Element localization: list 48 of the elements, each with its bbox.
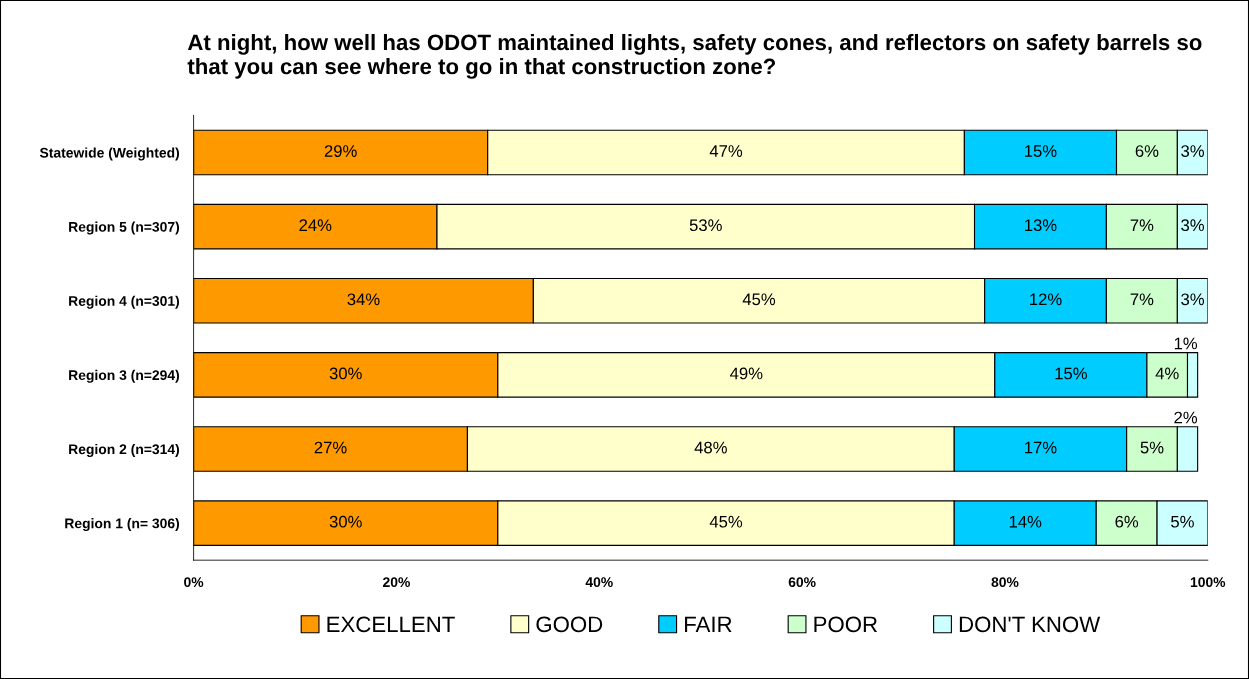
data-label: 3%: [1181, 293, 1205, 306]
data-label: 48%: [694, 441, 727, 454]
data-label: 30%: [329, 515, 362, 528]
data-label: 13%: [1025, 219, 1057, 232]
legend-label: POOR: [814, 616, 878, 633]
y-tick-label: Region 2 (n=314): [69, 443, 180, 457]
data-label: 27%: [314, 441, 347, 454]
data-label: 49%: [730, 367, 763, 380]
data-label: 4%: [1155, 367, 1179, 380]
data-label: 34%: [347, 293, 380, 306]
data-label: 7%: [1130, 293, 1154, 306]
legend-label: DON'T KNOW: [959, 616, 1101, 633]
x-tick-label: 60%: [788, 577, 816, 588]
legend-label: GOOD: [536, 616, 603, 633]
y-tick-label: Statewide (Weighted): [39, 147, 180, 161]
x-tick-label: 100%: [1190, 577, 1226, 588]
legend-label: FAIR: [685, 616, 732, 632]
x-tick-label: 20%: [383, 577, 410, 588]
data-label: 3%: [1181, 145, 1205, 157]
data-label: 30%: [329, 367, 362, 380]
data-label: 24%: [299, 219, 332, 232]
data-label: 15%: [1025, 145, 1057, 157]
y-tick-label: Region 1 (n= 306): [65, 518, 180, 532]
data-label: 3%: [1181, 219, 1205, 232]
data-label: 12%: [1030, 293, 1062, 306]
x-tick-label: 80%: [991, 577, 1019, 588]
data-label: 6%: [1135, 145, 1159, 157]
data-label: 5%: [1140, 441, 1164, 454]
chart-title: At night, how well has ODOT maintained lights, safety cones, and reflectors on safety barrels so that you can see where to go in that construction zone?: [187, 33, 1202, 79]
data-label: 47%: [709, 145, 743, 157]
data-label: 15%: [1055, 367, 1087, 380]
data-label: 6%: [1115, 515, 1139, 528]
y-tick-label: Region 5 (n=307): [69, 221, 180, 235]
data-label: 45%: [742, 293, 776, 306]
y-tick-label: Region 3 (n=294): [69, 369, 180, 383]
x-tick-label: 0%: [184, 577, 204, 588]
data-label: 45%: [709, 515, 743, 528]
x-tick-label: 40%: [585, 577, 613, 588]
data-label: 5%: [1171, 515, 1194, 528]
data-label: 1%: [1174, 337, 1198, 350]
legend-label: EXCELLENT: [327, 616, 455, 633]
data-label: 17%: [1025, 441, 1057, 454]
data-label: 53%: [689, 219, 722, 232]
data-label: 7%: [1130, 219, 1154, 232]
data-label: 29%: [324, 145, 357, 157]
y-tick-label: Region 4 (n=301): [69, 295, 180, 309]
data-label: 2%: [1174, 411, 1198, 424]
data-label: 14%: [1009, 515, 1042, 528]
